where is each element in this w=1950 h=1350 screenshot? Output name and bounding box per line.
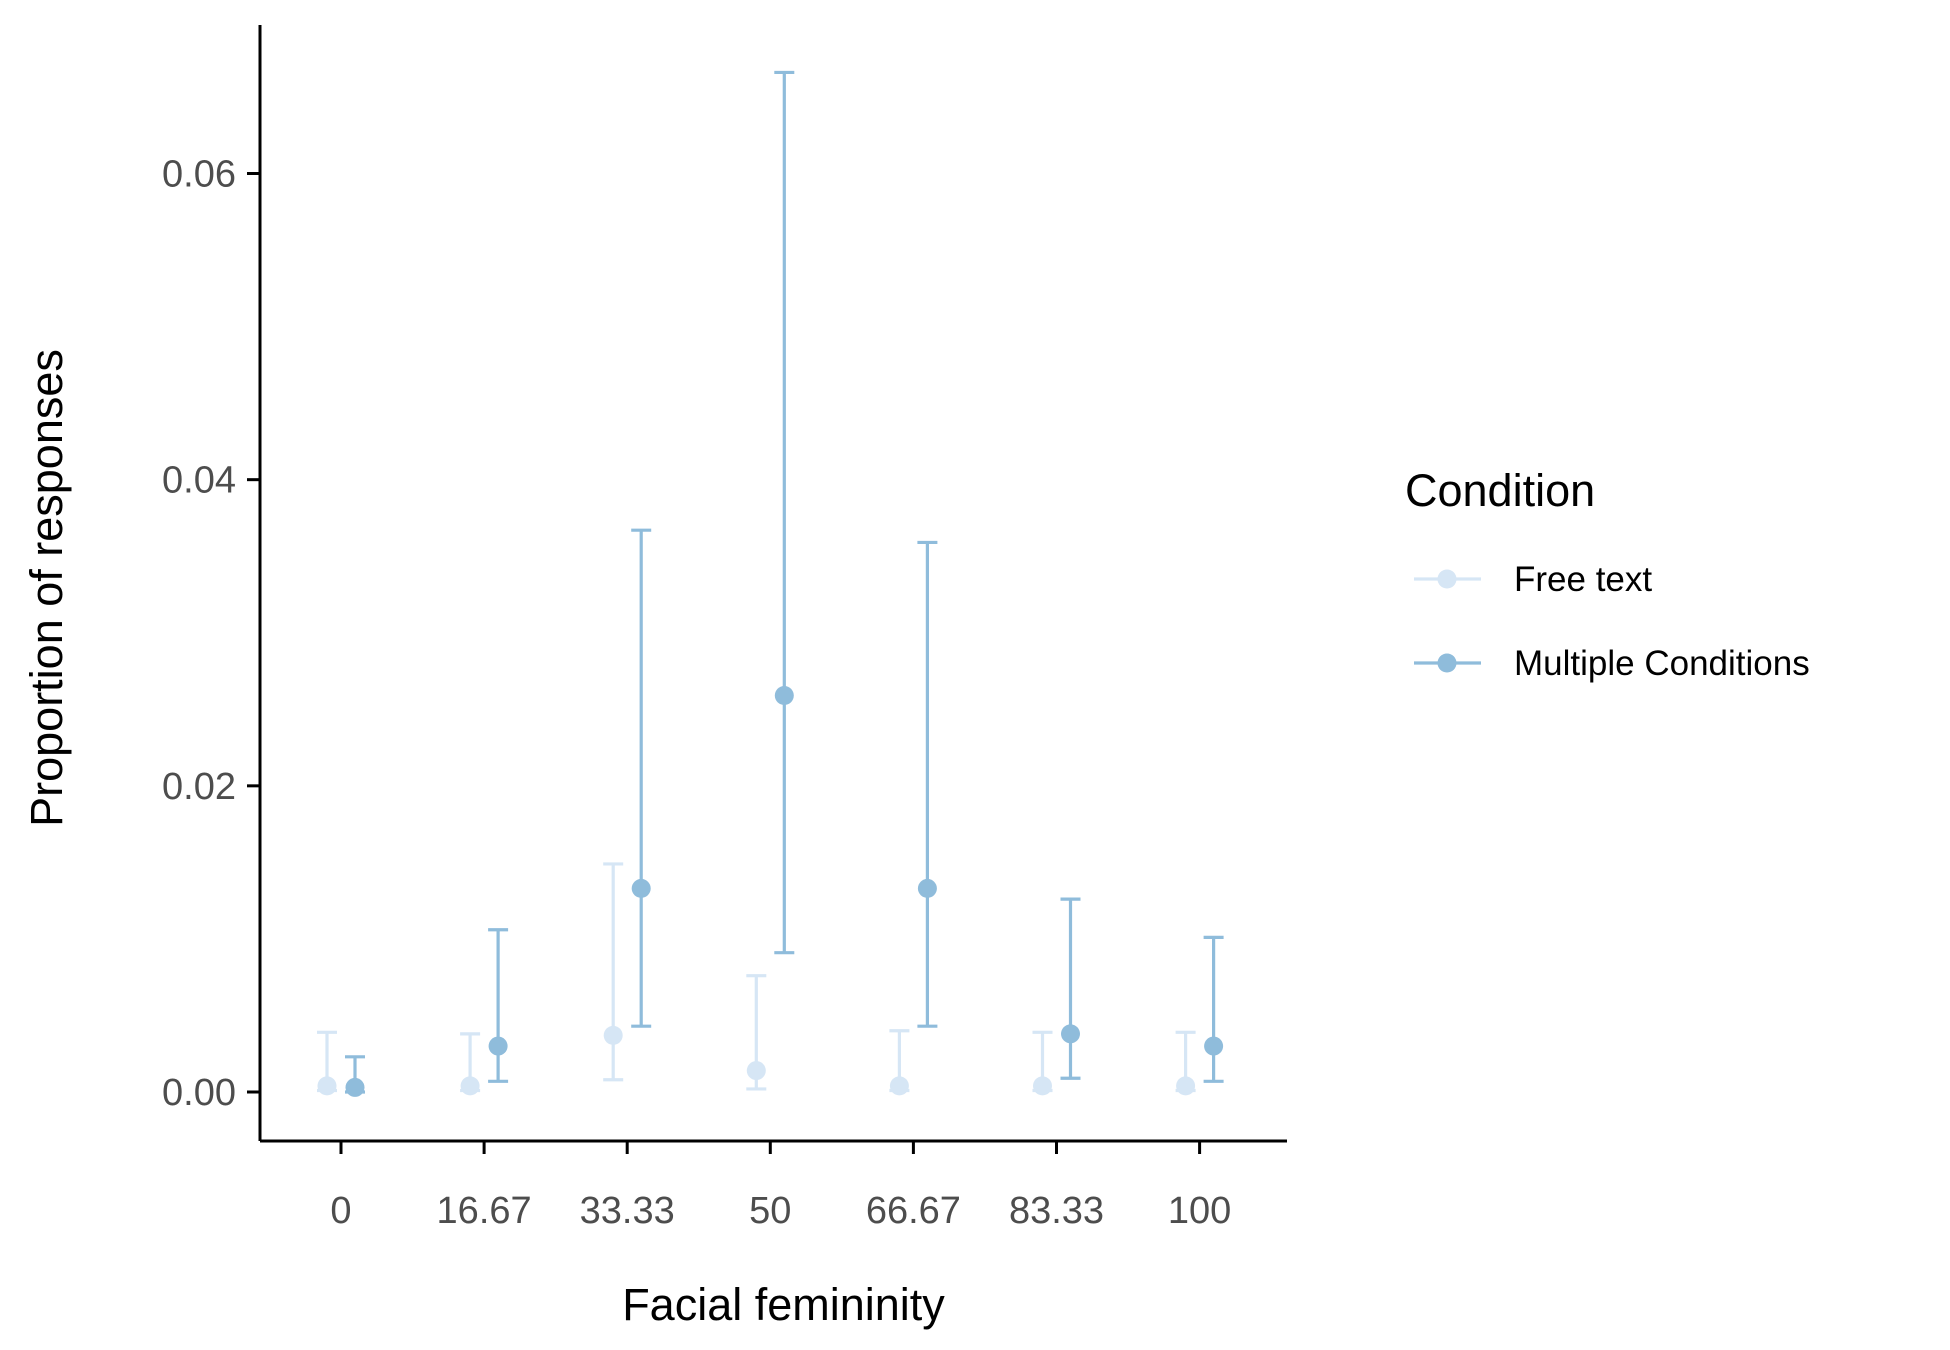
x-axis: 0 16.67 33.33 50 66.67 83.33 100 xyxy=(260,1139,1287,1232)
legend-key-point xyxy=(1437,569,1457,589)
y-tick-label: 0.06 xyxy=(162,153,236,195)
x-tick-label: 66.67 xyxy=(866,1190,961,1232)
x-tick-label: 33.33 xyxy=(580,1190,675,1232)
legend-item: Free text xyxy=(1414,560,1652,599)
data-point xyxy=(488,1036,508,1056)
y-tick-label: 0.00 xyxy=(162,1072,236,1114)
y-axis-title: Proportion of responses xyxy=(21,349,72,827)
data-point xyxy=(460,1076,480,1096)
x-tick-label: 100 xyxy=(1168,1190,1231,1232)
legend: Condition Free text Multiple Conditions xyxy=(1405,465,1810,683)
data-point xyxy=(1204,1036,1224,1056)
y-tick-label: 0.04 xyxy=(162,460,236,502)
data-point xyxy=(774,686,794,706)
data-point xyxy=(345,1077,365,1097)
data-point xyxy=(603,1025,623,1045)
series-free-text xyxy=(317,862,1196,1096)
data-point xyxy=(1033,1076,1052,1096)
x-tick-label: 16.67 xyxy=(437,1190,532,1232)
plot-panel xyxy=(317,70,1224,1097)
legend-item: Multiple Conditions xyxy=(1414,644,1810,683)
x-tick-label: 0 xyxy=(330,1190,351,1232)
x-tick-label: 50 xyxy=(749,1190,791,1232)
legend-key-point xyxy=(1437,653,1457,673)
x-tick-label: 83.33 xyxy=(1009,1190,1104,1232)
data-point xyxy=(1176,1076,1196,1096)
legend-label: Multiple Conditions xyxy=(1514,644,1810,683)
data-point xyxy=(317,1076,337,1096)
data-point xyxy=(746,1061,766,1081)
series-multiple-conditions xyxy=(345,70,1224,1097)
data-point xyxy=(631,878,651,898)
y-axis: 0.00 0.02 0.04 0.06 xyxy=(162,25,262,1141)
data-point xyxy=(1061,1024,1080,1044)
data-point xyxy=(917,878,937,898)
legend-label: Free text xyxy=(1514,560,1652,599)
data-point xyxy=(889,1076,909,1096)
x-axis-title: Facial femininity xyxy=(622,1279,945,1330)
legend-title: Condition xyxy=(1405,465,1595,516)
y-tick-label: 0.02 xyxy=(162,766,236,808)
